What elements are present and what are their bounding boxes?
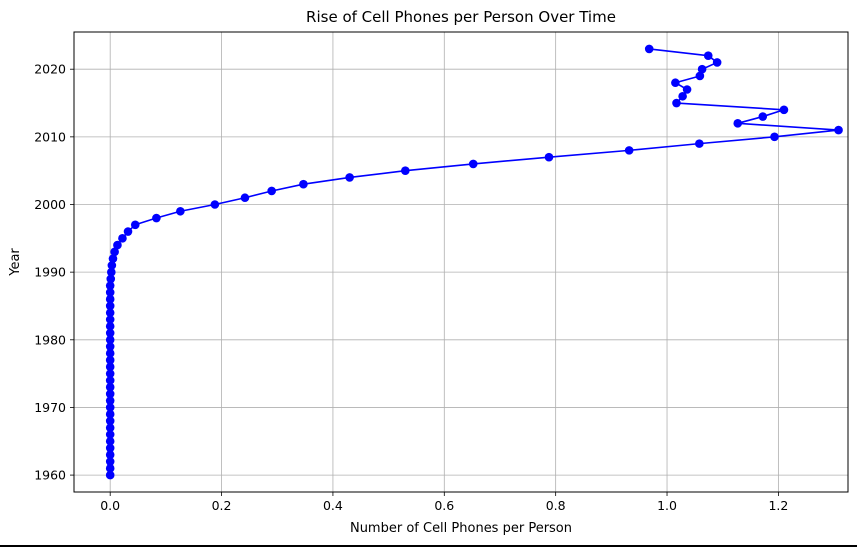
data-point xyxy=(130,220,140,230)
data-point xyxy=(758,112,768,121)
data-point xyxy=(682,85,692,94)
y-tick-label: 1990 xyxy=(34,265,66,280)
data-point xyxy=(118,234,127,243)
data-point xyxy=(695,71,705,81)
data-point xyxy=(105,281,115,290)
data-point xyxy=(105,430,115,439)
y-axis-ticks: 1960 1970 1980 1990 2000 2010 2020 xyxy=(34,62,74,483)
data-point xyxy=(672,98,681,108)
data-point xyxy=(703,51,713,60)
data-point xyxy=(105,416,115,426)
data-point xyxy=(123,227,133,236)
data-point xyxy=(299,179,308,189)
x-tick-label: 0.8 xyxy=(546,498,566,513)
data-point xyxy=(105,369,115,378)
data-point xyxy=(105,335,115,345)
data-point xyxy=(110,247,119,257)
data-point xyxy=(671,78,680,88)
x-axis-label: Number of Cell Phones per Person xyxy=(350,521,572,536)
data-point xyxy=(113,240,122,250)
y-tick-label: 1960 xyxy=(34,468,66,483)
y-tick-label: 2000 xyxy=(34,197,66,212)
y-axis-label: Year xyxy=(8,248,23,277)
y-tick-label: 2020 xyxy=(34,62,66,77)
data-point xyxy=(105,362,115,372)
x-tick-label: 1.2 xyxy=(768,498,788,513)
data-point xyxy=(105,315,115,324)
grid-lines xyxy=(74,32,848,492)
data-point xyxy=(108,254,118,263)
data-point xyxy=(105,470,115,480)
data-point xyxy=(105,457,115,466)
data-point xyxy=(105,389,115,399)
x-axis-ticks: 0.0 0.2 0.4 0.6 0.8 1.0 1.2 xyxy=(100,492,788,513)
data-point xyxy=(401,166,410,175)
y-tick-label: 2010 xyxy=(34,129,66,144)
data-point xyxy=(105,321,115,331)
data-point xyxy=(105,294,115,304)
data-point xyxy=(345,173,354,182)
data-point xyxy=(105,376,115,385)
data-point xyxy=(105,349,115,358)
data-point xyxy=(105,382,115,392)
data-point xyxy=(834,125,843,135)
data-point xyxy=(152,213,161,223)
x-tick-label: 1.0 xyxy=(657,498,677,513)
data-point xyxy=(240,193,250,203)
x-tick-label: 0.0 xyxy=(100,498,120,513)
data-point xyxy=(267,186,276,196)
data-point xyxy=(105,301,115,311)
plot-area-frame xyxy=(73,31,849,493)
data-point xyxy=(678,91,687,101)
data-point xyxy=(770,132,779,142)
data-point xyxy=(107,267,116,277)
data-point xyxy=(105,423,115,433)
data-point xyxy=(697,64,707,74)
x-tick-label: 0.6 xyxy=(434,498,454,513)
data-point xyxy=(105,396,115,405)
data-point xyxy=(105,450,115,460)
data-point xyxy=(105,288,115,297)
data-point xyxy=(624,146,634,155)
data-point xyxy=(105,464,115,473)
data-point xyxy=(107,261,117,270)
data-point xyxy=(105,355,115,365)
data-point xyxy=(695,139,704,148)
data-point xyxy=(105,409,115,419)
data-markers xyxy=(105,44,843,480)
data-point xyxy=(733,119,743,128)
x-tick-label: 0.2 xyxy=(212,498,232,513)
data-point xyxy=(779,105,789,115)
x-tick-label: 0.4 xyxy=(323,498,343,513)
data-point xyxy=(210,200,220,209)
data-point xyxy=(105,436,115,446)
bottom-border-line xyxy=(0,545,857,547)
data-point xyxy=(105,308,115,318)
data-point xyxy=(644,44,654,54)
data-point xyxy=(105,328,115,338)
data-point xyxy=(468,159,478,169)
chart-title: Rise of Cell Phones per Person Over Time xyxy=(306,8,616,26)
y-tick-label: 1980 xyxy=(34,332,66,347)
data-point xyxy=(712,58,722,67)
data-point xyxy=(105,443,115,453)
data-point xyxy=(105,403,115,412)
data-point xyxy=(105,342,115,351)
y-tick-label: 1970 xyxy=(34,400,66,415)
data-point xyxy=(106,274,116,284)
data-point xyxy=(176,206,185,216)
data-point xyxy=(544,152,554,162)
